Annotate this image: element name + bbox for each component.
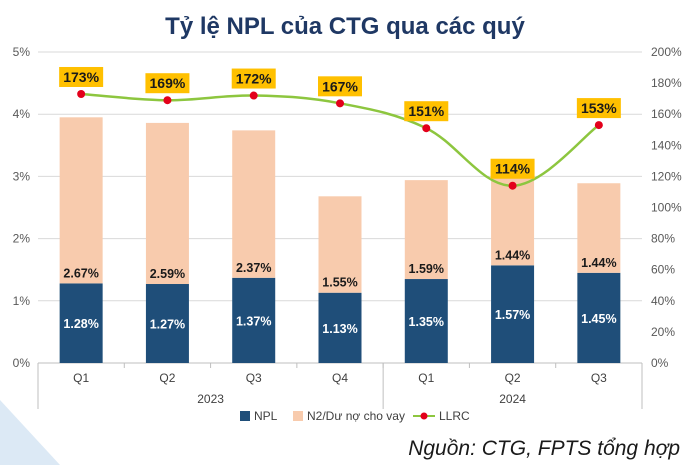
npl-bar — [232, 277, 276, 363]
category-label: Q3 — [246, 371, 262, 385]
n2-value-label: 1.44% — [495, 248, 530, 262]
llrc-label-box — [318, 76, 362, 97]
right-tick-label: 0% — [651, 356, 669, 370]
axes: 0% 1% 2% 3% 4% 5% 0% 20% 40% 60% 80% 100% 120% 140% 16… — [13, 45, 682, 409]
npl-value-label: 1.35% — [409, 315, 444, 329]
legend-swatch-n2 — [293, 411, 303, 421]
n2-value-label: 1.55% — [322, 276, 357, 290]
n2-value-label: 2.59% — [150, 267, 185, 281]
npl-bar — [577, 272, 621, 363]
npl-bar — [404, 279, 448, 363]
npl-value-label: 1.27% — [150, 318, 185, 332]
llrc-label-box — [490, 158, 535, 179]
npl-value-label: 1.37% — [236, 314, 271, 328]
llrc-label-box — [404, 101, 449, 122]
year-label: 2023 — [197, 392, 224, 406]
n2-bar — [232, 130, 276, 278]
category-label: Q3 — [591, 371, 607, 385]
right-tick-label: 60% — [651, 263, 675, 277]
category-label: Q2 — [505, 371, 521, 385]
llrc-label-box — [59, 66, 104, 87]
category-label: Q4 — [332, 371, 348, 385]
legend-label-n2: N2/Dư nợ cho vay — [307, 409, 405, 423]
left-tick-label: 4% — [13, 107, 31, 121]
npl-bar — [318, 292, 362, 363]
category-label: Q1 — [73, 371, 89, 385]
llrc-marker — [163, 96, 172, 105]
npl-bar — [491, 265, 535, 363]
llrc-value-label: 173% — [63, 69, 99, 85]
llrc-marker — [249, 91, 258, 100]
n2-value-label: 2.67% — [63, 266, 98, 280]
legend-label-npl: NPL — [254, 409, 278, 423]
right-tick-label: 100% — [651, 201, 682, 215]
n2-value-label: 1.59% — [409, 262, 444, 276]
n2-bar — [145, 122, 189, 285]
chart-title: Tỷ lệ NPL của CTG qua các quý — [165, 13, 525, 40]
npl-bar — [145, 284, 189, 363]
llrc-marker — [594, 121, 603, 130]
legend: NPL N2/Dư nợ cho vay LLRC — [240, 409, 470, 423]
llrc-value-label: 167% — [322, 78, 358, 94]
n2-bar — [318, 196, 362, 293]
n2-bar — [577, 183, 621, 273]
llrc-value-label: 153% — [581, 100, 617, 116]
llrc-line — [77, 89, 603, 190]
right-tick-label: 180% — [651, 76, 682, 90]
left-tick-label: 2% — [13, 232, 31, 246]
llrc-value-label: 172% — [236, 71, 272, 87]
llrc-label-box — [145, 73, 190, 94]
left-tick-label: 3% — [13, 169, 31, 183]
source-note: Nguồn: CTG, FPTS tổng hợp — [408, 437, 680, 460]
left-tick-label: 5% — [13, 45, 31, 59]
right-tick-label: 20% — [651, 325, 675, 339]
llrc-marker — [422, 124, 431, 133]
legend-swatch-npl — [240, 411, 250, 421]
bars — [59, 117, 621, 363]
npl-value-label: 1.13% — [322, 322, 357, 336]
year-label: 2024 — [499, 392, 526, 406]
npl-value-label: 1.28% — [63, 317, 98, 331]
right-tick-label: 140% — [651, 138, 682, 152]
category-label: Q2 — [159, 371, 175, 385]
right-tick-label: 160% — [651, 107, 682, 121]
legend-label-llrc: LLRC — [439, 409, 470, 423]
n2-value-label: 2.37% — [236, 261, 271, 275]
llrc-marker — [77, 89, 86, 98]
n2-bar — [59, 117, 103, 284]
npl-bar — [59, 283, 103, 363]
llrc-marker — [336, 99, 344, 108]
right-tick-label: 200% — [651, 45, 682, 59]
llrc-value-label: 169% — [150, 75, 186, 91]
right-tick-label: 120% — [651, 169, 682, 183]
n2-bar — [491, 175, 535, 266]
npl-value-label: 1.45% — [581, 312, 616, 326]
category-label: Q1 — [418, 371, 434, 385]
n2-bar — [404, 180, 448, 280]
llrc-value-label: 114% — [495, 161, 531, 177]
right-tick-label: 80% — [651, 232, 675, 246]
llrc-label-box — [576, 98, 621, 119]
corner-decoration — [0, 400, 60, 465]
right-tick-label: 40% — [651, 294, 675, 308]
data-labels: 1.28% 2.67% 1.27% 2.59% 1.37% 2.37% 1.13% 1.55%… — [59, 66, 621, 336]
left-tick-label: 0% — [13, 356, 31, 370]
llrc-marker — [508, 181, 517, 190]
llrc-label-box — [231, 68, 276, 89]
legend-marker-llrc — [420, 412, 428, 420]
left-tick-label: 1% — [13, 294, 31, 308]
npl-value-label: 1.57% — [495, 308, 530, 322]
llrc-value-label: 151% — [408, 103, 444, 119]
n2-value-label: 1.44% — [581, 256, 616, 270]
